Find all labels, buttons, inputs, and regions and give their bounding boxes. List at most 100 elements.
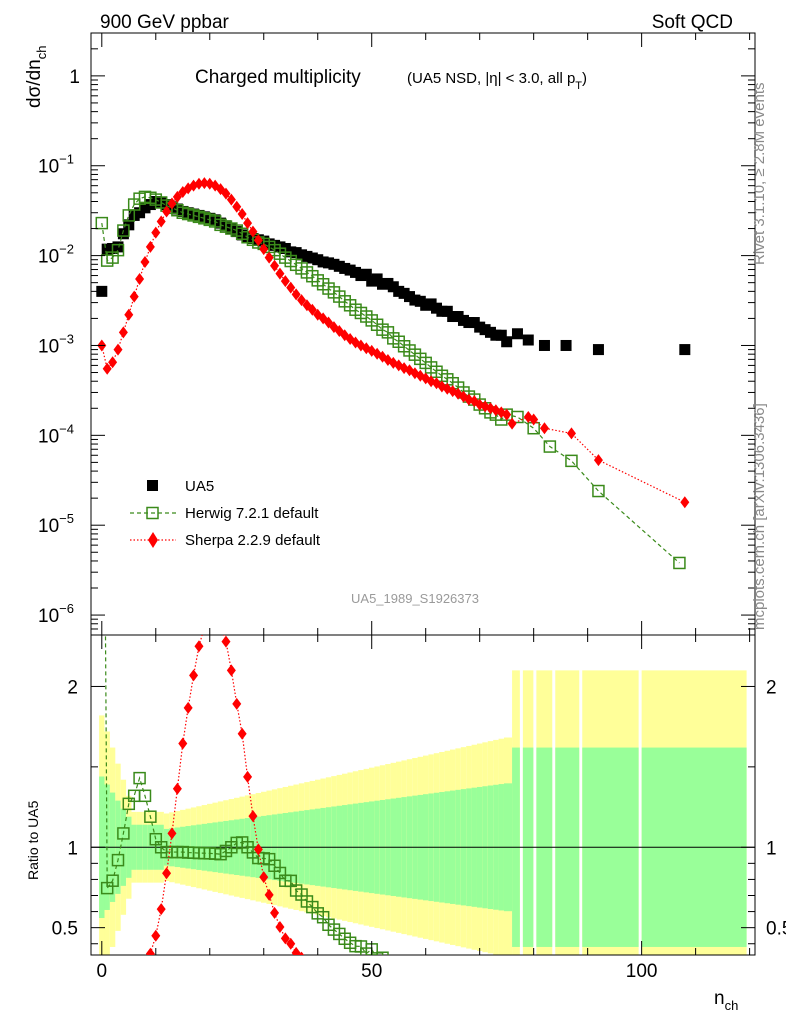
sherpa-ratio-point <box>253 843 263 856</box>
herwig-point <box>673 556 686 570</box>
sherpa-ratio-point <box>319 964 328 976</box>
y-tick-label: 10−1 <box>38 152 74 178</box>
sherpa-ratio-point <box>145 947 155 955</box>
sherpa-ratio-point <box>443 980 452 992</box>
sherpa-point <box>243 217 253 230</box>
sherpa-ratio-point <box>394 978 403 990</box>
ua5-point <box>592 344 604 356</box>
ua5-point <box>495 329 507 341</box>
sherpa-point <box>140 255 150 268</box>
sherpa-ratio-point <box>421 977 430 989</box>
herwig-ratio-point <box>480 981 491 992</box>
sherpa-point <box>539 422 549 435</box>
herwig-ratio-point <box>376 951 389 955</box>
herwig-ratio-point <box>453 977 464 988</box>
y-tick-label: 1 <box>69 67 80 88</box>
sherpa-ratio-point <box>113 990 122 1002</box>
header-right: Soft QCD <box>652 12 733 33</box>
sherpa-ratio-point <box>172 782 182 795</box>
chart-subtitle: (UA5 NSD, |η| < 3.0, all pT) <box>407 70 587 92</box>
sherpa-point <box>593 454 603 467</box>
herwig-point <box>111 243 125 257</box>
herwig-ratio-point <box>436 972 447 983</box>
herwig-point <box>117 224 130 237</box>
ratio-axis-label: Ratio to UA5 <box>25 800 41 880</box>
sherpa-ratio-point <box>389 979 398 991</box>
herwig-ratio-point <box>469 980 480 991</box>
sherpa-ratio-point <box>189 669 199 682</box>
sherpa-point <box>156 215 166 228</box>
herwig-point <box>592 484 605 498</box>
herwig-ratio-point <box>442 974 453 985</box>
ticks-layer: 10−6 10−5 10−4 10−3 10−2 10−1 1 0 50 100 0.5 0.5 1 1 2… <box>38 32 786 982</box>
x-axis-label: nch <box>714 988 738 1013</box>
legend-label-sherpa: Sherpa 2.2.9 default <box>185 532 321 549</box>
sherpa-point <box>118 326 128 339</box>
herwig-ratio-point <box>404 962 415 973</box>
sherpa-point <box>680 496 690 509</box>
sherpa-ratio-point <box>135 973 144 985</box>
herwig-ratio-point <box>106 874 119 887</box>
sherpa-ratio-point <box>437 979 446 991</box>
header-left: 900 GeV ppbar <box>100 12 230 33</box>
sherpa-ratio-point <box>470 981 479 993</box>
sherpa-ratio-line <box>149 635 300 955</box>
ua5-point <box>360 268 372 280</box>
sherpa-ratio-point <box>335 971 344 983</box>
sherpa-point <box>162 205 172 218</box>
sherpa-ratio-point <box>454 980 463 992</box>
y-tick-label: 10−6 <box>38 601 74 627</box>
sherpa-point <box>307 303 317 316</box>
upper-series <box>95 177 691 570</box>
y-tick-label: 10−5 <box>38 511 74 537</box>
sherpa-point <box>502 408 512 421</box>
sherpa-ratio-point <box>313 963 322 975</box>
sherpa-ratio-point <box>475 980 484 992</box>
herwig-ratio-point <box>485 982 496 993</box>
sherpa-ratio-point <box>200 621 209 633</box>
sherpa-point <box>145 240 155 253</box>
legend-marker-herwig <box>146 506 159 520</box>
uncertainty-bands <box>99 670 747 955</box>
sherpa-ratio-point <box>124 986 133 998</box>
sherpa-ratio-point <box>383 979 392 991</box>
x-tick-label: 50 <box>361 961 382 982</box>
ua5-point <box>501 336 513 348</box>
sherpa-ratio-point <box>237 727 247 740</box>
herwig-line <box>101 196 680 564</box>
herwig-ratio-point <box>501 978 512 989</box>
sherpa-point <box>248 225 258 238</box>
ratio-series <box>100 621 512 1007</box>
ua5-point <box>538 339 550 351</box>
sherpa-point <box>221 187 231 200</box>
sherpa-ratio-point <box>103 995 112 1007</box>
sherpa-ratio-point <box>486 979 495 991</box>
sherpa-point <box>226 193 236 206</box>
sherpa-point <box>275 267 285 280</box>
side-label-mcplots: mcplots.cern.ch [arXiv:1306.3436] <box>751 403 768 630</box>
sherpa-point <box>172 190 182 203</box>
sherpa-point <box>297 294 307 307</box>
herwig-ratio-point <box>388 960 399 971</box>
herwig-ratio-point <box>415 966 426 977</box>
x-tick-label: 0 <box>97 961 108 982</box>
herwig-ratio-point <box>431 971 442 982</box>
sherpa-point <box>199 177 209 190</box>
analysis-label: UA5_1989_S1926373 <box>351 591 479 606</box>
herwig-ratio-point <box>117 827 130 840</box>
sherpa-point <box>286 281 296 294</box>
sherpa-ratio-point <box>459 979 468 991</box>
sherpa-point <box>232 200 242 213</box>
sherpa-ratio-point <box>308 959 317 971</box>
herwig-ratio-point <box>463 978 474 989</box>
sherpa-ratio-point <box>351 975 360 987</box>
y-tick-label: 10−2 <box>38 242 74 268</box>
herwig-ratio-point <box>458 977 469 988</box>
sherpa-ratio-point <box>275 921 285 934</box>
sherpa-ratio-point <box>405 978 414 990</box>
ua5-point <box>511 328 523 340</box>
ua5-point <box>679 344 691 356</box>
herwig-ratio-point <box>496 984 507 995</box>
sherpa-ratio-point <box>432 979 441 991</box>
sherpa-ratio-point <box>346 975 355 987</box>
